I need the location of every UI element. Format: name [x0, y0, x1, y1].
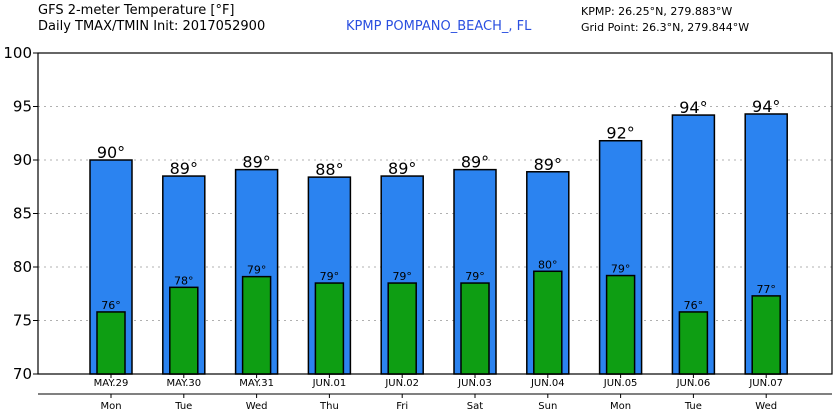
- tmin-bar: [169, 286, 199, 375]
- tmax-label: 89°: [534, 155, 562, 174]
- plot-border: [37, 52, 833, 375]
- tmax-label: 90°: [97, 143, 125, 162]
- tmin-bar: [96, 311, 126, 375]
- tmax-label: 94°: [752, 97, 780, 116]
- x-date-label: MAY.31: [239, 378, 274, 389]
- tmin-label: 78°: [174, 274, 194, 287]
- tmin-label: 79°: [611, 263, 631, 276]
- x-weekday-label: Thu: [319, 401, 339, 412]
- tmax-label: 89°: [170, 159, 198, 178]
- chart-title: GFS 2-meter Temperature [°F]: [38, 3, 235, 18]
- y-tick-label: 70: [13, 365, 32, 383]
- tmin-label: 76°: [101, 299, 121, 312]
- x-date-label: JUN.07: [748, 378, 783, 389]
- tmin-label: 79°: [465, 270, 485, 283]
- init-time-label: Daily TMAX/TMIN Init: 2017052900: [38, 19, 266, 34]
- x-date-label: JUN.02: [384, 378, 419, 389]
- station-coordinates: KPMP: 26.25°N, 279.883°W: [581, 5, 733, 18]
- x-date-label: MAY.30: [166, 378, 201, 389]
- tmax-label: 94°: [679, 98, 707, 117]
- x-weekday-label: Wed: [246, 401, 268, 412]
- tmax-label: 89°: [242, 153, 270, 172]
- tmin-label: 79°: [247, 264, 267, 277]
- tmin-label: 80°: [538, 258, 558, 271]
- tmin-bar: [241, 275, 272, 375]
- x-weekday-label: Mon: [100, 401, 121, 412]
- tmin-label: 77°: [756, 283, 776, 296]
- tmin-label: 76°: [684, 299, 704, 312]
- tmin-bar: [460, 282, 490, 375]
- station-name: KPMP POMPANO_BEACH_, FL: [346, 19, 532, 34]
- x-date-label: JUN.05: [603, 378, 638, 389]
- x-date-label: JUN.04: [530, 378, 565, 389]
- tmin-bar: [533, 270, 563, 375]
- tmin-bar: [314, 282, 345, 375]
- tmin-bar: [605, 274, 636, 375]
- tmin-bar: [751, 295, 781, 375]
- y-tick-label: 75: [13, 312, 32, 330]
- y-tick-label: 95: [13, 98, 32, 116]
- x-date-label: JUN.03: [457, 378, 492, 389]
- y-tick-label: 80: [13, 258, 32, 276]
- tmin-bar: [678, 311, 709, 375]
- grid-point-coordinates: Grid Point: 26.3°N, 279.844°W: [581, 21, 750, 34]
- x-weekday-label: Mon: [610, 401, 631, 412]
- x-weekday-label: Fri: [396, 401, 408, 412]
- x-date-label: MAY.29: [94, 378, 129, 389]
- x-weekday-label: Wed: [755, 401, 777, 412]
- tmin-label: 79°: [392, 270, 412, 283]
- x-date-label: JUN.01: [312, 378, 347, 389]
- tmin-label: 79°: [320, 270, 340, 283]
- tmax-label: 88°: [315, 160, 343, 179]
- x-weekday-label: Sun: [538, 401, 557, 412]
- x-weekday-label: Tue: [174, 401, 192, 412]
- tmin-bar: [387, 282, 417, 375]
- tmax-label: 92°: [606, 124, 634, 143]
- x-weekday-label: Tue: [684, 401, 702, 412]
- y-tick-label: 90: [13, 151, 32, 169]
- tmax-label: 89°: [388, 159, 416, 178]
- y-tick-label: 85: [13, 205, 32, 223]
- x-weekday-label: Sat: [467, 401, 483, 412]
- tmax-label: 89°: [461, 153, 489, 172]
- x-date-label: JUN.06: [676, 378, 711, 389]
- y-tick-label: 100: [3, 44, 32, 62]
